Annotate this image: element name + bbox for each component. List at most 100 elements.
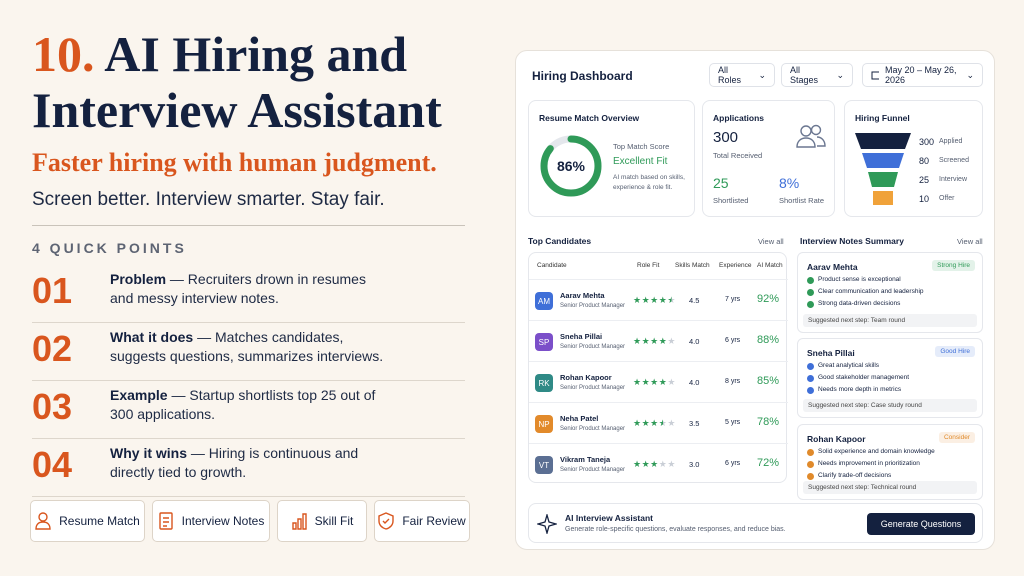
rate: 8% bbox=[779, 175, 800, 191]
star: ★ bbox=[633, 295, 642, 305]
check-icon bbox=[807, 277, 814, 284]
star: ★ bbox=[633, 377, 642, 387]
title: 10. AI Hiring and Interview Assistant bbox=[32, 26, 502, 138]
skills-score: 4.0 bbox=[689, 337, 700, 346]
shortlisted: 25 bbox=[713, 175, 729, 191]
experience: 6 yrs bbox=[725, 337, 741, 344]
chip-icon bbox=[378, 512, 395, 530]
card-title: Applications bbox=[713, 113, 765, 123]
stage-label: Interview bbox=[939, 176, 968, 183]
check-icon bbox=[807, 375, 814, 382]
chip-label: Skill Fit bbox=[314, 514, 354, 528]
note-name: Rohan Kapoor bbox=[807, 434, 866, 444]
score-label: 86% bbox=[557, 158, 586, 174]
stars: ★★★★★ bbox=[633, 336, 676, 347]
avatar: VT bbox=[535, 456, 553, 474]
star: ★ bbox=[667, 295, 676, 305]
check-icon bbox=[807, 301, 814, 308]
point-number: 04 bbox=[32, 444, 73, 485]
generate-button[interactable]: Generate Questions bbox=[867, 513, 975, 535]
stage-label: Offer bbox=[939, 195, 955, 202]
note-point: Solid experience and domain knowledge bbox=[818, 448, 935, 455]
funnel-shape bbox=[855, 133, 911, 205]
note-card: Sneha Pillai Good Hire Great analytical sk… bbox=[797, 338, 983, 418]
card-title: Hiring Funnel bbox=[855, 113, 910, 123]
view-all[interactable]: View all bbox=[758, 237, 784, 246]
candidate-row: RK Rohan Kapoor Senior Product Manager ★★★★… bbox=[529, 361, 788, 403]
skills-score: 3.0 bbox=[689, 460, 700, 469]
section-title: Interview Notes Summary bbox=[800, 236, 904, 246]
candidate-row: NP Neha Patel Senior Product Manager ★★★★★ 3… bbox=[529, 402, 788, 444]
chip-label: Resume Match bbox=[59, 514, 140, 528]
filter-label: May 20 – May 26, 2026 bbox=[885, 65, 957, 85]
chip: Skill Fit bbox=[277, 500, 367, 542]
note-name: Sneha Pillai bbox=[807, 348, 855, 358]
note-point: Needs more depth in metrics bbox=[818, 386, 902, 393]
chevron: ⌄ bbox=[966, 69, 974, 80]
filter[interactable]: All Stages ⌄ bbox=[781, 63, 853, 87]
point-label: Problem bbox=[110, 271, 167, 287]
check-icon bbox=[807, 449, 814, 456]
star: ★ bbox=[641, 295, 651, 305]
avatar: AM bbox=[535, 292, 553, 310]
note-card: Rohan Kapoor Consider Solid experience and… bbox=[797, 424, 983, 500]
star: ★ bbox=[641, 459, 651, 469]
candidate-role: Senior Product Manager bbox=[560, 467, 626, 473]
point-text: Problem — Recruiters drown in resumes an… bbox=[110, 270, 390, 308]
divider bbox=[32, 225, 465, 226]
point: 03 Example — Startup shortlists top 25 ou… bbox=[32, 380, 465, 439]
stage-count: 25 bbox=[919, 175, 930, 185]
candidate-name: Neha Patel bbox=[560, 414, 599, 423]
total: 300 bbox=[713, 129, 739, 146]
filter[interactable]: May 20 – May 26, 2026 ⌄ bbox=[862, 63, 983, 87]
assistant-title: AI Interview Assistant bbox=[565, 513, 654, 523]
stars: ★★★★★ bbox=[633, 418, 676, 429]
star: ★ bbox=[633, 418, 642, 428]
star: ★ bbox=[658, 418, 668, 428]
section-heading: 4 QUICK POINTS bbox=[32, 240, 187, 256]
chip-label: Interview Notes bbox=[181, 514, 265, 528]
stars: ★★★★★ bbox=[633, 377, 676, 388]
calendar-icon bbox=[871, 71, 880, 80]
candidate-role: Senior Product Manager bbox=[560, 385, 626, 391]
section-title: Top Candidates bbox=[528, 236, 592, 246]
star: ★ bbox=[641, 377, 651, 387]
filter-label: All Roles bbox=[718, 65, 742, 85]
shortlisted-label: Shortlisted bbox=[713, 196, 749, 205]
point-label: Example bbox=[110, 387, 168, 403]
assistant-text: Generate role-specific questions, evalua… bbox=[565, 526, 786, 533]
chip-icon bbox=[35, 512, 51, 530]
note-point: Strong data-driven decisions bbox=[818, 300, 901, 307]
star: ★ bbox=[650, 336, 659, 346]
sparkle-icon bbox=[537, 514, 557, 534]
point-body: — Hiring is continuous and directly tied… bbox=[110, 445, 359, 480]
view-all[interactable]: View all bbox=[957, 237, 983, 246]
tagline: Screen better. Interview smarter. Stay f… bbox=[32, 189, 385, 210]
badge: Strong Hire bbox=[932, 260, 975, 271]
note-point: Clarify trade-off decisions bbox=[818, 472, 892, 479]
note-point: Needs improvement in prioritization bbox=[818, 460, 920, 467]
check-icon bbox=[807, 289, 814, 296]
applications-card: Applications 300 Total Received 25 Short… bbox=[702, 100, 835, 217]
note-point: Great analytical skills bbox=[818, 362, 880, 369]
column-header: Candidate bbox=[537, 262, 567, 269]
ai-match: 88% bbox=[757, 334, 780, 346]
column-header: Role Fit bbox=[637, 262, 660, 269]
resume-match-card: Resume Match Overview 86% Top Match Scor… bbox=[528, 100, 695, 217]
check-icon bbox=[807, 363, 814, 370]
ai-match: 85% bbox=[757, 375, 780, 387]
stage-label: Screened bbox=[939, 157, 969, 164]
experience: 5 yrs bbox=[725, 419, 741, 426]
point: 01 Problem — Recruiters drown in resumes … bbox=[32, 264, 465, 323]
star: ★ bbox=[650, 295, 659, 305]
candidate-name: Sneha Pillai bbox=[560, 332, 603, 341]
point-label: Why it wins bbox=[110, 445, 187, 461]
rate-label: Shortlist Rate bbox=[779, 196, 825, 205]
star: ★ bbox=[641, 418, 651, 428]
check-icon bbox=[807, 461, 814, 468]
point-text: What it does — Matches candidates, sugge… bbox=[110, 328, 390, 366]
filter[interactable]: All Roles ⌄ bbox=[709, 63, 775, 87]
point-number: 03 bbox=[32, 386, 73, 427]
stage-count: 300 bbox=[919, 137, 935, 147]
point-number: 02 bbox=[32, 328, 73, 369]
